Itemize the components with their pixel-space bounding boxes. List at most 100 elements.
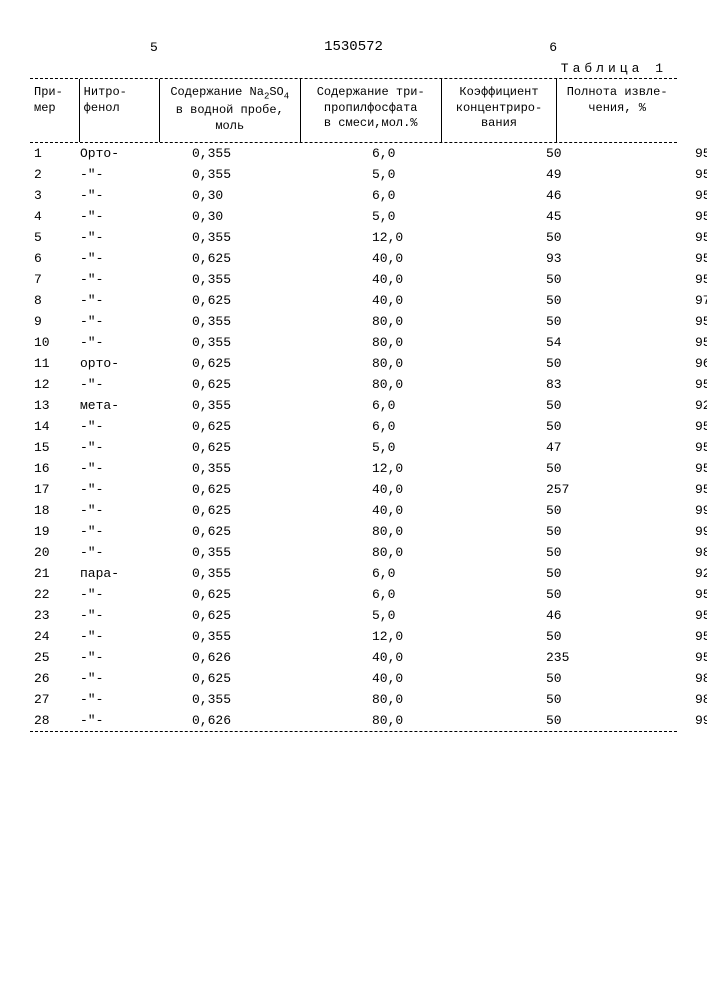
cell-idx: 18	[30, 500, 78, 521]
patent-number: 1530572	[30, 39, 677, 55]
cell-tri: 80,0	[326, 353, 506, 374]
cell-pol: 95,9	[655, 269, 707, 290]
cell-koef: 235	[506, 647, 655, 668]
cell-na: 0,355	[154, 395, 326, 416]
cell-tri: 40,0	[326, 290, 506, 311]
cell-tri: 6,0	[326, 185, 506, 206]
cell-na: 0,625	[154, 248, 326, 269]
table-row: 27-"-0,35580,05098,6	[30, 689, 707, 710]
cell-tri: 6,0	[326, 584, 506, 605]
cell-tri: 12,0	[326, 227, 506, 248]
table-row: 6-"-0,62540,09395,0	[30, 248, 707, 269]
table-row: 22-"-0,6256,05095,0	[30, 584, 707, 605]
table-header: При-мер Нитро-фенол Содержание Na2SO4в в…	[30, 79, 677, 142]
cell-tri: 80,0	[326, 521, 506, 542]
cell-pol: 99,0	[655, 500, 707, 521]
cell-pol: 98,9	[655, 668, 707, 689]
cell-nitro: -"-	[78, 248, 154, 269]
cell-nitro: -"-	[78, 269, 154, 290]
page-left-number: 5	[150, 40, 158, 55]
cell-pol: 92,5	[655, 395, 707, 416]
cell-pol: 95,0	[655, 206, 707, 227]
cell-na: 0,355	[154, 458, 326, 479]
cell-idx: 20	[30, 542, 78, 563]
cell-idx: 26	[30, 668, 78, 689]
cell-pol: 99,2	[655, 521, 707, 542]
cell-idx: 8	[30, 290, 78, 311]
cell-idx: 19	[30, 521, 78, 542]
cell-na: 0,625	[154, 416, 326, 437]
cell-idx: 1	[30, 143, 78, 164]
table-row: 9-"-0,35580,05095,4	[30, 311, 707, 332]
cell-idx: 7	[30, 269, 78, 290]
table-row: 11орто-0,62580,05096,9	[30, 353, 707, 374]
cell-na: 0,355	[154, 164, 326, 185]
cell-na: 0,30	[154, 206, 326, 227]
cell-pol: 95,0	[655, 185, 707, 206]
cell-na: 0,355	[154, 227, 326, 248]
cell-na: 0,626	[154, 710, 326, 731]
cell-koef: 83	[506, 374, 655, 395]
cell-pol: 97,3	[655, 290, 707, 311]
cell-tri: 80,0	[326, 311, 506, 332]
cell-idx: 25	[30, 647, 78, 668]
cell-nitro: -"-	[78, 458, 154, 479]
table-row: 8-"-0,62540,05097,3	[30, 290, 707, 311]
table-row: 1Орто-0,3556,05095,0	[30, 143, 707, 164]
cell-nitro: -"-	[78, 710, 154, 731]
cell-nitro: -"-	[78, 290, 154, 311]
cell-nitro: -"-	[78, 500, 154, 521]
cell-tri: 80,0	[326, 542, 506, 563]
table-row: 20-"-0,35580,05098,8	[30, 542, 707, 563]
cell-pol: 95,0	[655, 164, 707, 185]
cell-nitro: -"-	[78, 689, 154, 710]
cell-koef: 50	[506, 269, 655, 290]
cell-na: 0,355	[154, 143, 326, 164]
cell-koef: 50	[506, 311, 655, 332]
cell-tri: 80,0	[326, 332, 506, 353]
cell-idx: 9	[30, 311, 78, 332]
cell-nitro: -"-	[78, 227, 154, 248]
table-row: 14-"-0,6256,05095,0	[30, 416, 707, 437]
cell-na: 0,355	[154, 563, 326, 584]
cell-idx: 10	[30, 332, 78, 353]
table-row: 23-"-0,6255,04695,0	[30, 605, 707, 626]
cell-koef: 50	[506, 668, 655, 689]
cell-pol: 95,0	[655, 479, 707, 500]
cell-pol: 95,4	[655, 626, 707, 647]
cell-nitro: -"-	[78, 185, 154, 206]
col-header-na2so4: Содержание Na2SO4в водной пробе,моль	[159, 79, 300, 142]
cell-koef: 50	[506, 143, 655, 164]
table-row: 10-"-0,35580,05495,0	[30, 332, 707, 353]
table-row: 4-"-0,305,04595,0	[30, 206, 707, 227]
cell-na: 0,625	[154, 353, 326, 374]
cell-tri: 6,0	[326, 143, 506, 164]
cell-koef: 50	[506, 458, 655, 479]
table-row: 24-"-0,35512,05095,4	[30, 626, 707, 647]
cell-idx: 14	[30, 416, 78, 437]
cell-pol: 95,4	[655, 311, 707, 332]
cell-na: 0,355	[154, 689, 326, 710]
cell-pol: 98,8	[655, 542, 707, 563]
cell-nitro: -"-	[78, 521, 154, 542]
cell-pol: 95,0	[655, 374, 707, 395]
cell-koef: 50	[506, 710, 655, 731]
cell-idx: 15	[30, 437, 78, 458]
cell-koef: 50	[506, 395, 655, 416]
table-row: 12-"-0,62580,08395,0	[30, 374, 707, 395]
cell-idx: 27	[30, 689, 78, 710]
table-row: 28-"-0,62680,05099,1	[30, 710, 707, 731]
table-label: Таблица 1	[30, 61, 677, 76]
cell-tri: 12,0	[326, 458, 506, 479]
cell-pol: 95,0	[655, 416, 707, 437]
col-header-nitro: Нитро-фенол	[79, 79, 159, 142]
cell-tri: 80,0	[326, 710, 506, 731]
cell-na: 0,625	[154, 479, 326, 500]
cell-pol: 95,0	[655, 584, 707, 605]
cell-nitro: пара-	[78, 563, 154, 584]
table-row: 13мета-0,3556,05092,5	[30, 395, 707, 416]
cell-tri: 40,0	[326, 668, 506, 689]
cell-koef: 49	[506, 164, 655, 185]
cell-nitro: -"-	[78, 584, 154, 605]
cell-nitro: -"-	[78, 437, 154, 458]
